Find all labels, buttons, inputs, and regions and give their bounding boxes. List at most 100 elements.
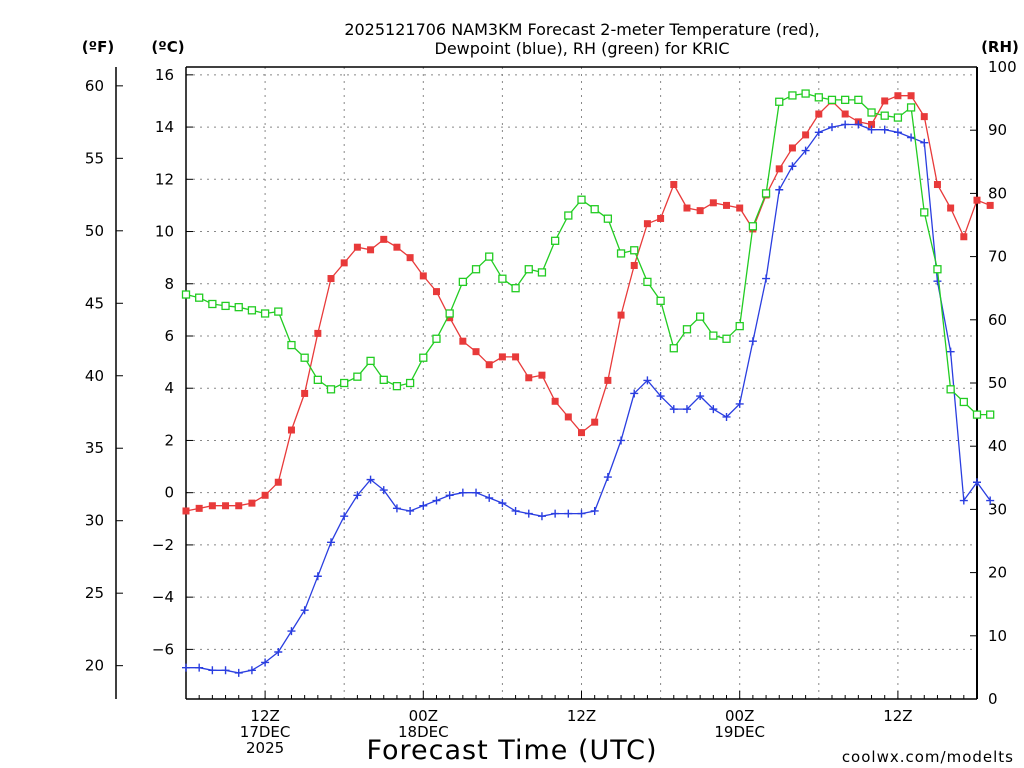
celsius-tick-label: 16: [155, 66, 174, 84]
data-point: [893, 128, 902, 137]
time-tick-label: 00Z: [409, 707, 438, 725]
data-point: [445, 491, 454, 500]
data-point: [379, 486, 388, 495]
data-point: [643, 220, 651, 228]
data-point: [511, 284, 520, 293]
data-point: [815, 110, 823, 118]
data-point: [709, 405, 718, 414]
data-point: [367, 246, 375, 254]
data-point: [669, 344, 678, 353]
time-tick-label: 19DEC: [714, 723, 765, 741]
data-point: [340, 378, 349, 388]
data-point: [525, 374, 533, 382]
time-tick-label: 12Z: [250, 707, 279, 725]
fahrenheit-tick-label: 35: [85, 439, 104, 457]
celsius-tick-label: 10: [155, 223, 174, 241]
data-point: [933, 265, 942, 274]
data-point: [248, 499, 256, 507]
data-point: [458, 488, 467, 497]
data-point: [326, 385, 336, 394]
data-point: [696, 312, 705, 321]
data-point: [300, 353, 309, 362]
data-point: [208, 666, 217, 675]
data-point: [472, 488, 481, 497]
data-point: [366, 475, 375, 484]
data-point: [195, 504, 203, 512]
data-point: [696, 207, 704, 215]
data-point: [630, 261, 638, 269]
data-point: [182, 663, 190, 672]
data-point: [867, 108, 876, 117]
data-point: [195, 293, 204, 302]
data-point: [603, 214, 613, 223]
data-point: [511, 506, 520, 515]
data-point: [195, 663, 204, 672]
fahrenheit-tick-label: 50: [85, 222, 104, 240]
data-point: [827, 95, 837, 105]
data-point: [261, 491, 269, 499]
data-point: [221, 301, 230, 311]
data-point: [722, 334, 731, 343]
data-point: [617, 311, 625, 319]
data-point: [854, 120, 863, 129]
celsius-tick-label: 12: [155, 170, 174, 188]
data-point: [419, 501, 428, 510]
data-point: [379, 375, 388, 384]
rh-tick-label: 70: [988, 248, 1007, 266]
data-point: [485, 252, 494, 261]
data-point: [603, 473, 612, 482]
data-point: [471, 265, 481, 274]
rh-tick-label: 80: [988, 184, 1007, 202]
data-point: [432, 334, 441, 343]
chart-title-line-2: Dewpoint (blue), RH (green) for KRIC: [435, 39, 730, 58]
data-point: [682, 325, 692, 334]
rh-tick-label: 90: [988, 121, 1007, 139]
celsius-tick-label: −4: [152, 588, 174, 606]
rh-tick-label: 40: [988, 437, 1007, 455]
data-point: [973, 478, 981, 487]
data-point: [287, 627, 296, 636]
data-point: [261, 658, 270, 667]
data-point: [406, 254, 414, 262]
data-point: [630, 246, 639, 255]
data-point: [247, 306, 257, 315]
data-point: [524, 509, 533, 518]
data-point: [854, 95, 863, 105]
data-point: [973, 196, 981, 204]
fahrenheit-tick-label: 30: [85, 512, 104, 530]
data-point: [551, 509, 560, 518]
data-point: [761, 189, 771, 198]
data-point: [868, 120, 876, 128]
data-point: [986, 201, 994, 209]
data-point: [920, 113, 928, 121]
data-point: [459, 337, 467, 345]
data-point: [498, 274, 507, 283]
data-point: [419, 353, 428, 362]
data-point: [564, 211, 573, 220]
data-point: [340, 512, 349, 521]
data-point: [986, 496, 995, 505]
plot-area: [181, 89, 995, 677]
data-point: [590, 205, 599, 214]
data-point: [907, 92, 915, 100]
series-line: [185, 92, 991, 416]
data-point: [643, 277, 652, 287]
data-point: [235, 502, 243, 510]
data-point: [432, 288, 440, 296]
data-point: [538, 371, 546, 379]
celsius-tick-label: −6: [152, 640, 174, 658]
data-point: [946, 385, 955, 394]
series-dewpoint: [182, 120, 995, 677]
data-point: [880, 111, 889, 120]
data-point: [788, 162, 797, 171]
data-point: [512, 353, 520, 361]
data-point: [550, 236, 560, 245]
data-point: [920, 208, 929, 217]
data-point: [617, 436, 626, 445]
data-point: [274, 478, 282, 486]
data-point: [841, 120, 850, 129]
data-point: [419, 272, 427, 280]
data-point: [221, 666, 230, 675]
